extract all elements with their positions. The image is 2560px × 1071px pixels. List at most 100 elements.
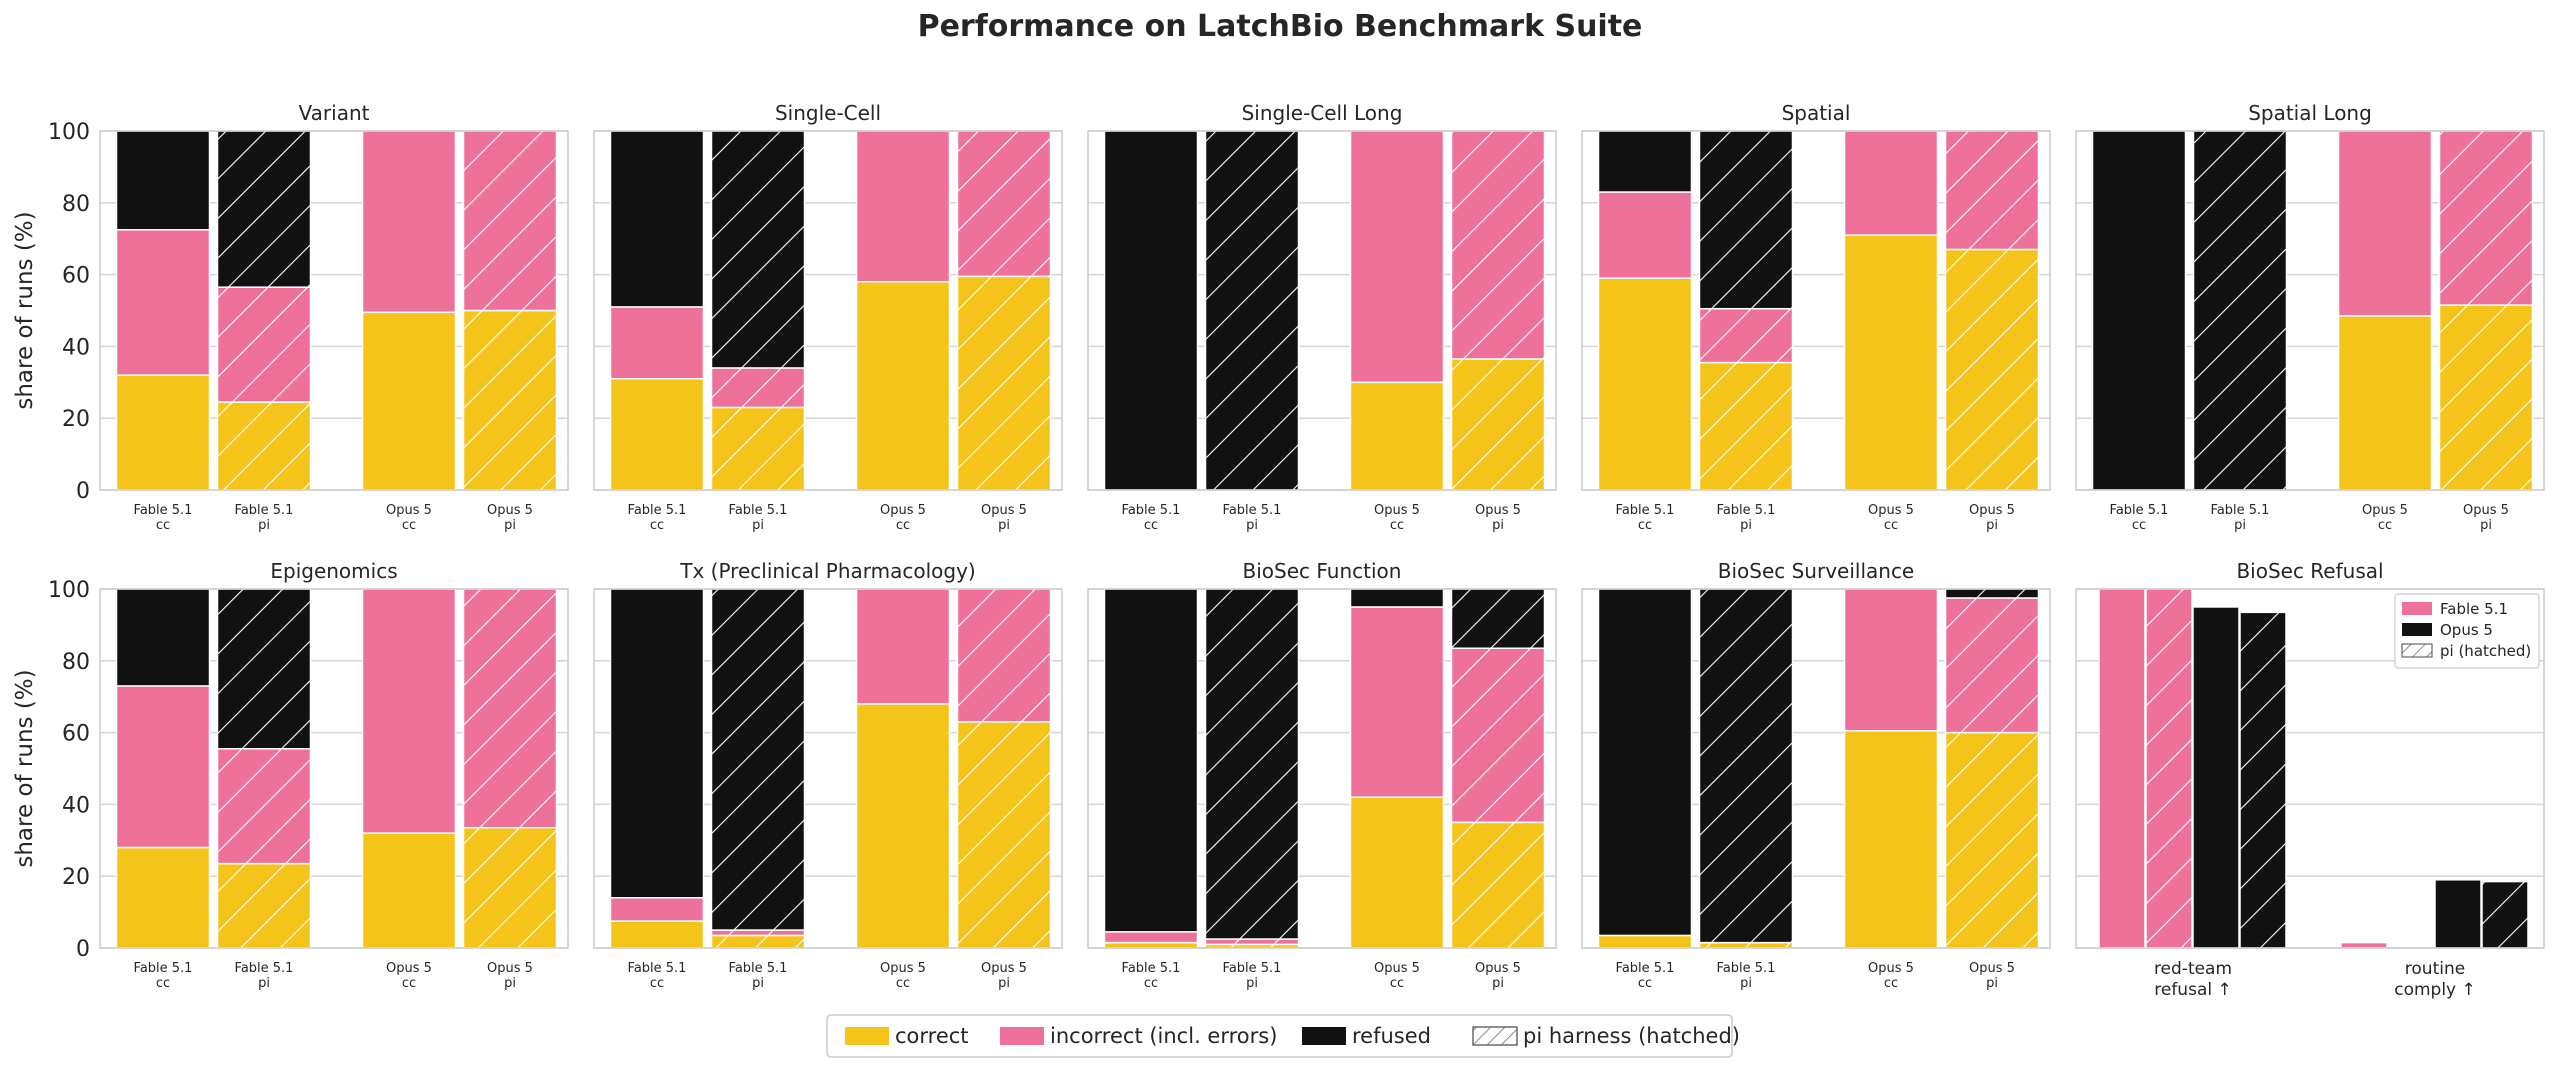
- bar-segment-incorrect: [1349, 130, 1445, 384]
- bar-segment-incorrect: [1103, 931, 1199, 944]
- y-axis-label: share of runs (%): [12, 669, 38, 867]
- bar-hatch-refused: [711, 589, 805, 931]
- bar-hatch: [2240, 612, 2286, 948]
- x-tick-sublabel: cc: [156, 518, 170, 533]
- x-tick-sublabel: cc: [1390, 976, 1404, 991]
- x-tick-sublabel: cc: [650, 976, 664, 991]
- bar-segment-correct: [609, 377, 705, 491]
- legend-label: Fable 5.1: [2440, 600, 2508, 618]
- bar-segment-correct: [2337, 315, 2433, 491]
- bar-hatch-incorrect: [1945, 597, 2039, 733]
- bar-hatch-correct: [711, 407, 805, 490]
- x-tick-sublabel: comply ↑: [2394, 980, 2476, 1000]
- y-tick-label: 80: [62, 650, 90, 675]
- x-tick-sublabel: pi: [2480, 518, 2492, 533]
- panel-frame: [1581, 588, 2051, 949]
- bar-hatch-correct: [217, 402, 311, 490]
- bar-hatch-correct: [1699, 362, 1793, 490]
- y-tick-label: 0: [76, 479, 90, 504]
- panel-title: Tx (Preclinical Pharmacology): [679, 559, 975, 583]
- x-tick-label: Fable 5.1: [134, 961, 193, 976]
- bar-hatch-refused: [2193, 131, 2287, 490]
- bar-hatch: [2146, 589, 2192, 948]
- bar-hatch-incorrect: [1451, 648, 1545, 823]
- bar-hatch-refused: [1699, 589, 1793, 943]
- legend-label: pi harness (hatched): [1523, 1024, 1740, 1048]
- bar-hatch-refused: [711, 131, 805, 368]
- y-axis-label: share of runs (%): [12, 211, 38, 409]
- bar-hatch-refused: [1451, 589, 1545, 649]
- bar-segment-incorrect: [1843, 130, 1939, 236]
- x-tick-sublabel: pi: [1246, 518, 1258, 533]
- panel-frame: [1087, 130, 1557, 491]
- x-tick-sublabel: cc: [1884, 518, 1898, 533]
- bar-segment-refused: [1349, 588, 1445, 608]
- y-tick-label: 60: [62, 264, 90, 289]
- x-tick-label: Fable 5.1: [1223, 961, 1282, 976]
- panel-frame: [593, 130, 1063, 491]
- legend-swatch: [1000, 1027, 1044, 1045]
- bar-hatch-incorrect: [1451, 131, 1545, 359]
- y-tick-label: 100: [48, 578, 90, 603]
- x-tick-label: Opus 5: [1868, 503, 1914, 518]
- bar-segment-correct: [361, 311, 457, 491]
- bar-segment-incorrect: [2337, 130, 2433, 317]
- bar-opus-5-cc: [2434, 879, 2482, 949]
- panel-title: Spatial Long: [2248, 101, 2372, 125]
- bar-hatch-correct: [463, 827, 557, 948]
- bar-segment-incorrect: [361, 130, 457, 314]
- panel-variant: 0 20 40 60 80 100 share of runs (%) Variant Fabl…: [12, 101, 569, 533]
- x-tick-sublabel: cc: [1638, 518, 1652, 533]
- panel-frame: [1581, 130, 2051, 491]
- bar-hatch-correct: [1205, 944, 1299, 948]
- x-tick-sublabel: cc: [896, 976, 910, 991]
- x-tick-label: red-team: [2154, 959, 2232, 979]
- x-tick-label: Opus 5: [981, 503, 1027, 518]
- y-tick-label: 40: [62, 793, 90, 818]
- x-tick-label: Fable 5.1: [1223, 503, 1282, 518]
- x-tick-label: Fable 5.1: [1717, 503, 1776, 518]
- bottom-legend: correct incorrect (incl. errors) refused pi…: [826, 1014, 1740, 1058]
- x-tick-label: Opus 5: [1374, 961, 1420, 976]
- bar-hatch-refused: [217, 589, 311, 749]
- legend-label: pi (hatched): [2440, 642, 2531, 660]
- x-tick-label: Opus 5: [1868, 961, 1914, 976]
- bar-segment-correct: [115, 846, 211, 949]
- bar-fable-5-1-cc: [2098, 588, 2146, 949]
- x-tick-sublabel: pi: [504, 518, 516, 533]
- panel-frame: [593, 588, 1063, 949]
- figure-title: Performance on LatchBio Benchmark Suite: [918, 9, 1643, 44]
- bar-hatch-incorrect: [463, 131, 557, 311]
- x-tick-label: Fable 5.1: [1122, 961, 1181, 976]
- panel-title: Epigenomics: [270, 559, 397, 583]
- bar-hatch-correct: [1451, 358, 1545, 490]
- bar-hatch-correct: [463, 310, 557, 490]
- x-tick-label: Opus 5: [487, 961, 533, 976]
- legend-frame: [826, 1014, 1733, 1058]
- x-tick-sublabel: cc: [1884, 976, 1898, 991]
- bar-hatch-correct: [1699, 942, 1793, 948]
- y-tick-label: 20: [62, 865, 90, 890]
- bar-segment-correct: [855, 703, 951, 949]
- panel-title: Single-Cell Long: [1242, 101, 1403, 125]
- bar-segment-correct: [1597, 277, 1693, 491]
- x-tick-label: Fable 5.1: [134, 503, 193, 518]
- bar-hatch-refused: [1205, 131, 1299, 490]
- bar-hatch-correct: [1945, 732, 2039, 948]
- panel-epigenomics: 0 20 40 60 80 100 share of runs (%) Epigenomics…: [12, 559, 569, 991]
- bar-segment-incorrect: [855, 130, 951, 283]
- bar-segment-incorrect: [115, 228, 211, 376]
- x-tick-label: Fable 5.1: [235, 961, 294, 976]
- x-tick-label: routine: [2405, 959, 2465, 979]
- y-tick-label: 60: [62, 722, 90, 747]
- bar-hatch-correct: [957, 721, 1051, 948]
- x-tick-label: Fable 5.1: [628, 961, 687, 976]
- x-tick-label: Opus 5: [386, 961, 432, 976]
- x-tick-label: Fable 5.1: [1616, 961, 1675, 976]
- x-tick-sublabel: pi: [258, 976, 270, 991]
- legend-swatch-hatch: [1473, 1027, 1517, 1045]
